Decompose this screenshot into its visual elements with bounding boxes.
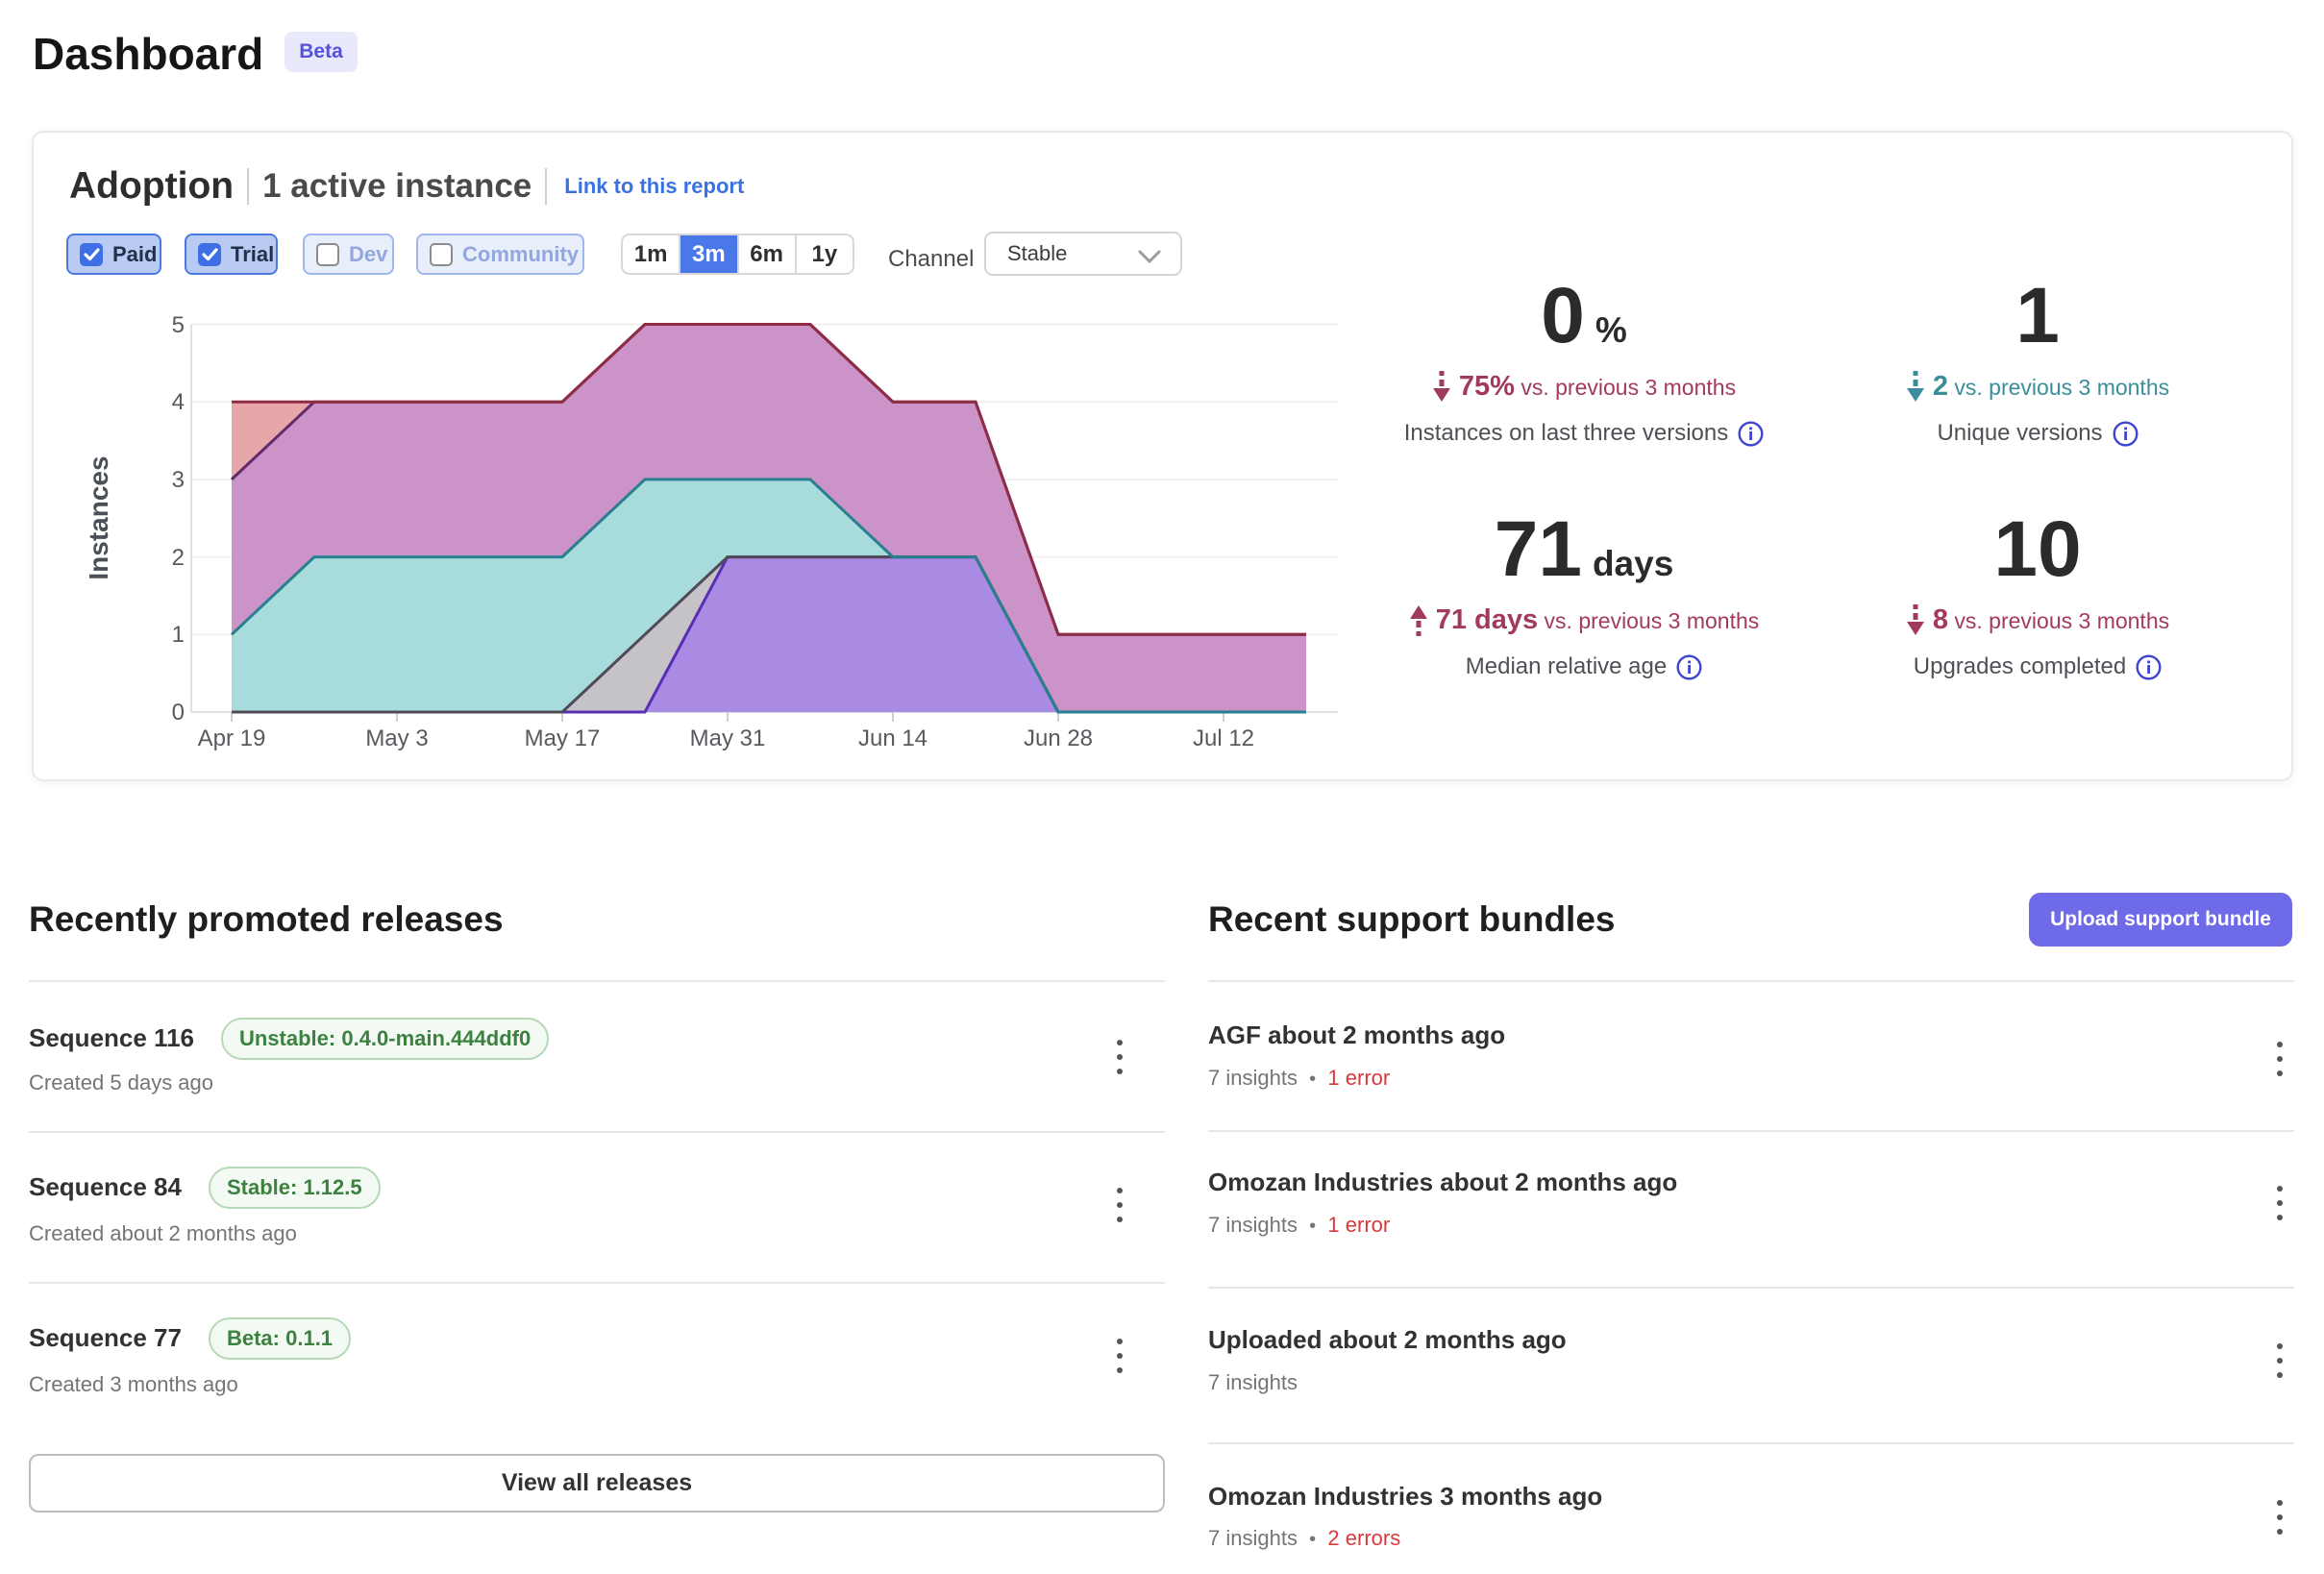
svg-text:Jun 28: Jun 28: [1024, 726, 1093, 751]
svg-text:Instances: Instances: [84, 455, 113, 579]
svg-text:May 17: May 17: [525, 726, 601, 751]
svg-text:4: 4: [172, 389, 185, 415]
svg-text:3: 3: [172, 467, 185, 493]
svg-text:May 3: May 3: [365, 726, 428, 751]
svg-text:Jul 12: Jul 12: [1193, 726, 1254, 751]
svg-text:0: 0: [172, 700, 185, 726]
svg-text:Apr 19: Apr 19: [198, 726, 266, 751]
svg-text:1: 1: [172, 622, 185, 648]
svg-text:2: 2: [172, 545, 185, 571]
svg-text:May 31: May 31: [690, 726, 766, 751]
svg-text:Jun 14: Jun 14: [858, 726, 927, 751]
svg-text:5: 5: [172, 312, 185, 338]
